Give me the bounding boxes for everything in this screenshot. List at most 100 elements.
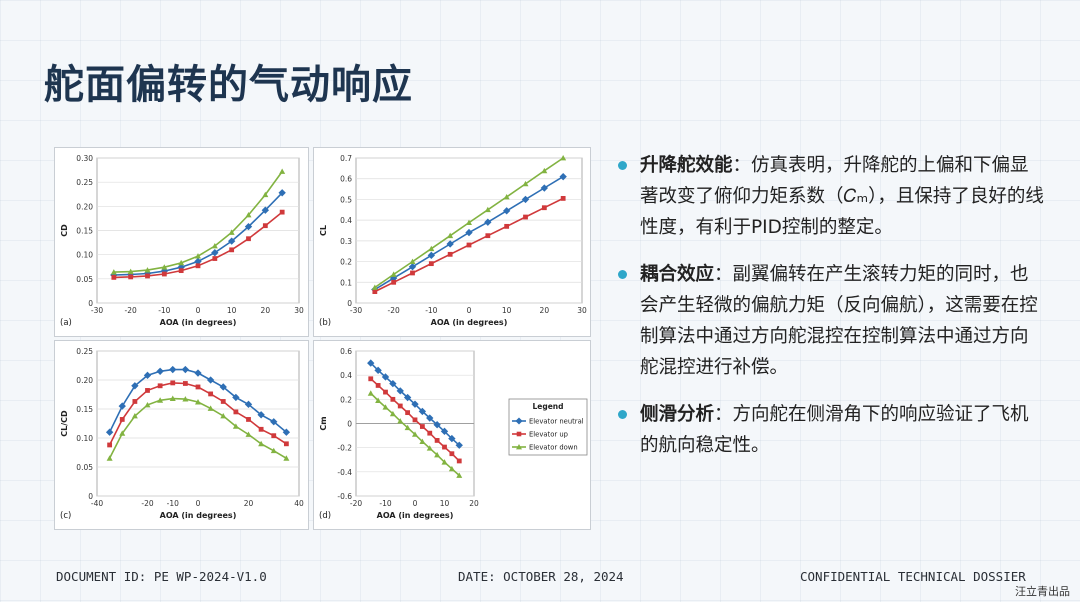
data-point-up [161, 271, 167, 277]
data-point-neutral [219, 383, 227, 391]
data-point-down [169, 395, 176, 401]
data-point-up [368, 376, 374, 382]
data-point-down [195, 253, 201, 259]
page-title: 舵面偏转的气动响应 [44, 62, 413, 108]
y-tick-label: 0.1 [340, 278, 352, 287]
y-axis-label: CL [319, 225, 328, 236]
data-point-neutral [206, 376, 215, 384]
data-point-down [447, 232, 454, 239]
y-tick-label: 0.20 [76, 202, 93, 211]
watermark: 汪立青出品 [1015, 585, 1070, 598]
x-tick-label: -30 [350, 306, 362, 315]
data-point-up [412, 417, 418, 423]
data-point-down [245, 431, 252, 437]
x-tick-label: -10 [158, 306, 170, 315]
data-point-up [258, 426, 264, 432]
bullet-dot-icon [618, 410, 627, 419]
data-point-up [246, 236, 251, 242]
y-tick-label: -0.2 [337, 444, 352, 453]
y-tick-label: 0.4 [340, 216, 352, 225]
data-point-up [449, 451, 455, 457]
data-point-up [157, 383, 163, 389]
legend-box [508, 398, 588, 456]
x-tick-label: 30 [577, 306, 587, 315]
data-point-neutral [211, 249, 219, 257]
y-tick-label: 0.15 [76, 227, 93, 236]
data-point-up [434, 438, 440, 443]
y-tick-label: 0.15 [76, 405, 93, 414]
y-tick-label: 0.4 [340, 371, 352, 380]
data-point-down [404, 424, 411, 431]
data-point-down [232, 423, 239, 429]
bullet-sideslip-analysis: 侧滑分析：方向舵在侧滑角下的响应验证了飞机的航向稳定性。 [614, 399, 1044, 461]
x-tick-label: -10 [379, 499, 391, 508]
y-tick-label: 0 [347, 299, 352, 308]
data-point-up [170, 380, 176, 386]
x-axis-label: AOA (in degrees) [160, 318, 237, 327]
panel-label: (a) [60, 318, 72, 328]
data-point-up [195, 263, 201, 269]
data-point-down [157, 397, 164, 403]
data-point-down [441, 459, 448, 465]
data-point-up [132, 399, 138, 404]
x-tick-label: -10 [167, 499, 179, 508]
data-point-up [523, 214, 528, 220]
x-tick-label: 0 [196, 499, 201, 508]
data-point-down [119, 430, 126, 436]
x-tick-label: 0 [467, 306, 472, 315]
data-point-neutral [227, 237, 236, 245]
data-point-up [504, 223, 510, 229]
y-tick-label: 0.10 [76, 434, 93, 443]
legend-marker [515, 417, 523, 425]
data-point-neutral [396, 387, 404, 395]
x-tick-label: -20 [141, 499, 153, 508]
data-point-down [182, 396, 189, 402]
data-point-up [262, 223, 268, 229]
data-point-down [484, 206, 491, 213]
legend-label: Elevator down [529, 444, 578, 452]
data-point-neutral [261, 206, 270, 214]
data-point-down [178, 259, 185, 266]
x-axis-label: AOA (in degrees) [377, 511, 454, 520]
data-point-down [389, 410, 396, 417]
y-axis-label: Cm [319, 416, 328, 430]
data-point-down [503, 193, 510, 200]
data-point-up [107, 442, 113, 448]
data-point-up [541, 205, 547, 211]
data-point-up [447, 251, 453, 257]
data-point-down [419, 438, 426, 445]
y-tick-label: 0.20 [76, 376, 93, 385]
data-point-up [145, 388, 150, 393]
data-point-up [111, 274, 117, 280]
data-point-neutral [118, 402, 126, 410]
chart-cl-svg: 0 0.1 0.2 0.3 0.4 0.5 0.6 0.7 -30 -20 -10 0 10 20 30 AO… [319, 154, 587, 328]
data-point-down [106, 455, 113, 461]
x-tick-label: -30 [91, 306, 103, 315]
data-point-down [220, 412, 227, 419]
y-tick-label: -0.4 [337, 468, 352, 477]
data-point-down [211, 242, 218, 249]
bullet-elevator-effectiveness: 升降舵效能：仿真表明，升降舵的上偏和下偏显著改变了俯仰力矩系数（𝐶ₘ），且保持了… [614, 150, 1044, 243]
data-point-up [279, 209, 285, 215]
panel-label: (d) [319, 511, 331, 521]
data-point-down [426, 445, 433, 451]
data-point-down [131, 412, 138, 419]
x-tick-label: -20 [125, 306, 137, 315]
data-point-up [233, 409, 239, 415]
data-point-up [195, 384, 201, 390]
data-point-up [442, 444, 447, 450]
data-point-down [412, 431, 418, 437]
x-tick-label: 20 [244, 499, 254, 508]
data-point-up [428, 261, 434, 267]
y-tick-label: 0.25 [76, 178, 93, 187]
chart-clcd-svg: 0 0.05 0.10 0.15 0.20 0.25 -40 -20 -10 0 20 40 AOA (… [60, 347, 304, 521]
y-tick-label: 0 [88, 299, 93, 308]
data-point-neutral [540, 184, 549, 192]
y-axis-label: CL/CD [60, 410, 69, 437]
x-tick-label: 20 [261, 306, 271, 315]
data-point-down [258, 440, 265, 447]
data-point-down [466, 219, 472, 226]
data-point-down [428, 245, 435, 252]
data-point-down [409, 258, 416, 264]
data-point-down [448, 465, 455, 472]
